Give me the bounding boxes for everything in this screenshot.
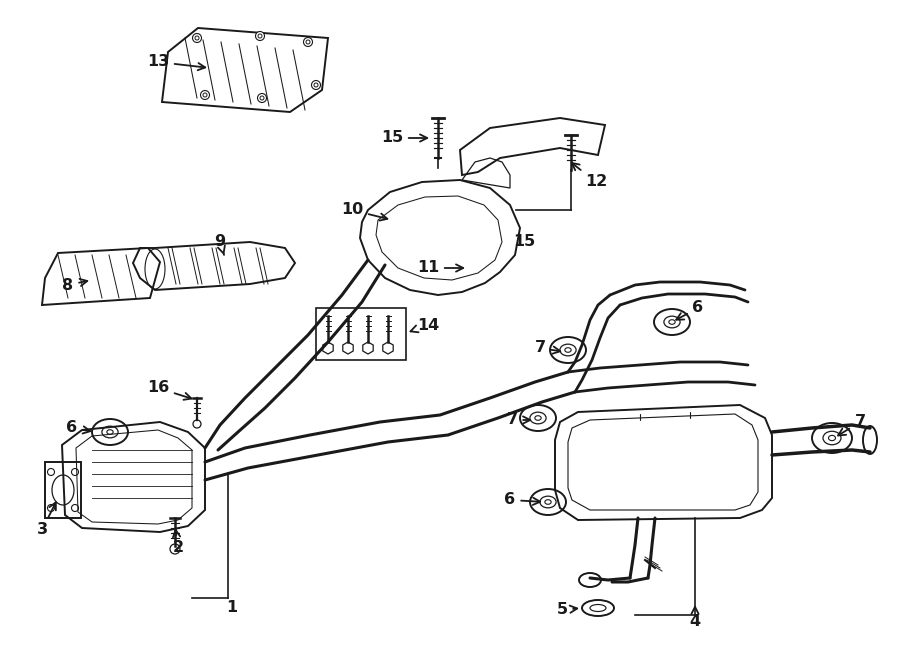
Circle shape [303, 38, 312, 46]
Bar [316, 308, 406, 360]
Text: 8: 8 [62, 278, 87, 293]
Text: 13: 13 [147, 54, 205, 70]
Circle shape [311, 81, 320, 89]
Text: 16: 16 [147, 381, 192, 400]
Text: 7: 7 [838, 414, 866, 436]
Text: 6: 6 [504, 492, 540, 508]
Ellipse shape [579, 573, 601, 587]
Text: 7: 7 [507, 412, 530, 428]
Circle shape [201, 91, 210, 100]
Text: 15: 15 [513, 235, 536, 249]
Text: 4: 4 [689, 607, 700, 629]
Text: 6: 6 [676, 301, 704, 320]
Circle shape [193, 34, 202, 42]
Text: 11: 11 [417, 260, 464, 276]
Circle shape [48, 504, 55, 512]
Text: 3: 3 [36, 502, 56, 537]
Circle shape [193, 420, 201, 428]
Circle shape [257, 93, 266, 102]
Circle shape [256, 32, 265, 40]
Text: 15: 15 [381, 130, 428, 145]
Ellipse shape [863, 426, 877, 454]
Text: 10: 10 [341, 202, 387, 221]
Text: 12: 12 [572, 163, 608, 190]
Text: 6: 6 [67, 420, 90, 436]
Circle shape [170, 544, 180, 554]
Text: 9: 9 [214, 235, 226, 255]
Text: 14: 14 [410, 317, 439, 332]
Circle shape [71, 504, 78, 512]
Text: 2: 2 [173, 529, 184, 555]
Text: 7: 7 [535, 340, 561, 356]
Text: 5: 5 [556, 602, 577, 617]
Circle shape [71, 469, 78, 475]
Ellipse shape [582, 600, 614, 616]
Circle shape [48, 469, 55, 475]
Text: 1: 1 [227, 600, 238, 615]
